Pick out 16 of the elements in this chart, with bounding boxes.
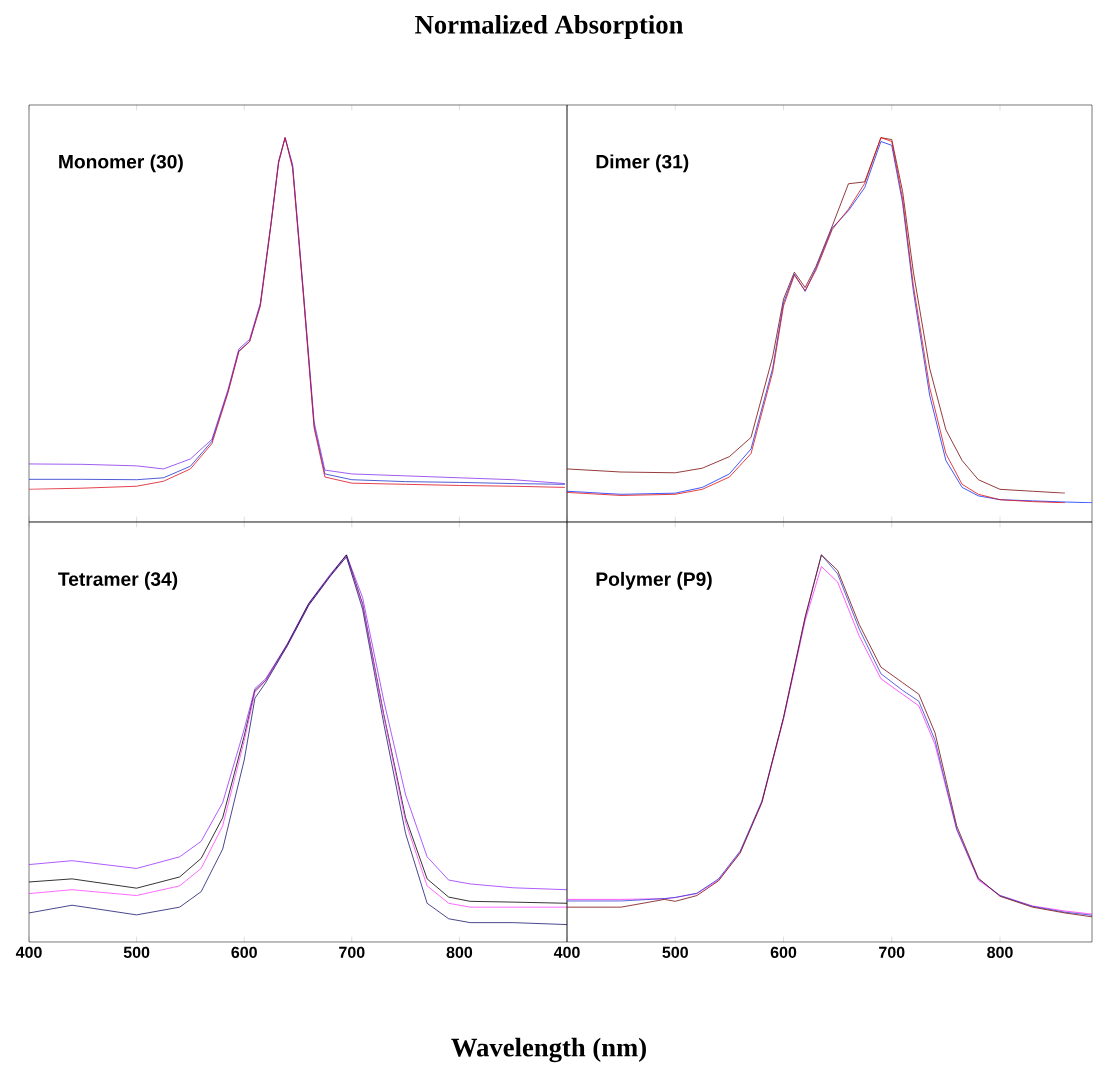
x-tick-label: 800 <box>987 946 1013 959</box>
x-tick-label: 400 <box>553 946 580 959</box>
annotation: Dimer (31) <box>596 154 689 173</box>
annotation: Polymer (P9) <box>596 571 712 590</box>
x-tick-label: 600 <box>770 946 797 959</box>
x-tick-label: 700 <box>339 946 365 959</box>
chart-title: Normalized Absorption <box>415 14 684 40</box>
x-tick-label: 800 <box>446 946 473 959</box>
annotation: Monomer (30) <box>59 154 183 173</box>
x-tick-label: 400 <box>15 946 42 959</box>
x-tick-label: 500 <box>662 946 688 959</box>
x-tick-label: 700 <box>879 946 905 959</box>
x-tick-label: 600 <box>231 946 257 959</box>
x-tick-label: 500 <box>123 946 150 959</box>
x-axis-title: Wavelength (nm) <box>451 1037 646 1063</box>
annotation: Tetramer (34) <box>58 571 178 590</box>
